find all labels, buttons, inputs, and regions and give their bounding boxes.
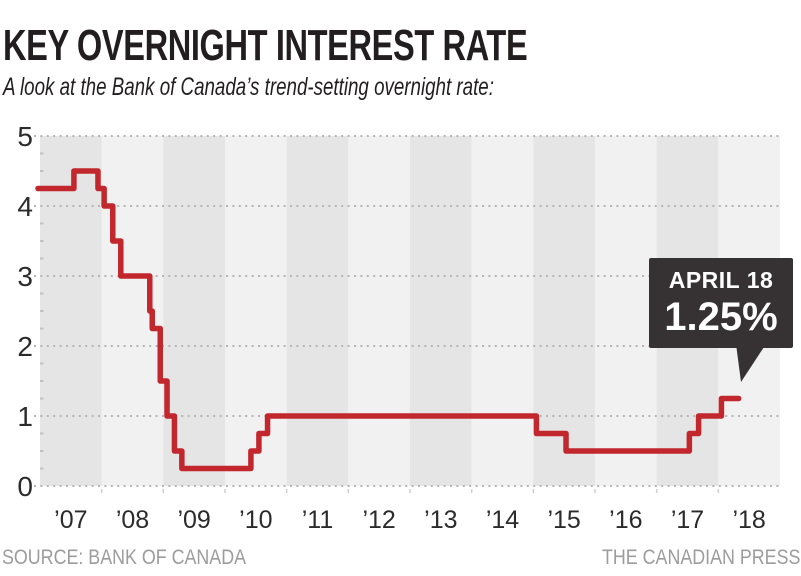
x-axis-label: ’13 [424, 506, 457, 534]
page-subtitle: A look at the Bank of Canada’s trend-set… [3, 73, 494, 101]
source-credit: SOURCE: BANK OF CANADA [2, 546, 247, 569]
y-axis-labels: 0 1 2 3 4 5 [17, 121, 33, 502]
year-band [533, 136, 595, 486]
y-axis-minor-ticks [40, 152, 44, 470]
x-axis-label: ’12 [362, 506, 395, 534]
callout-rate-value: 1.25% [664, 294, 778, 339]
year-band [225, 136, 287, 486]
year-band [40, 136, 102, 486]
callout-tail [736, 344, 766, 382]
x-axis-label: ’07 [54, 506, 87, 534]
x-axis-label: ’14 [486, 506, 519, 534]
x-axis-label: ’11 [302, 506, 334, 534]
x-axis-label: ’08 [116, 506, 149, 534]
year-band [595, 136, 657, 486]
x-axis-label: ’18 [732, 506, 765, 534]
year-band [348, 136, 410, 486]
y-axis-label: 0 [17, 471, 33, 502]
x-axis-label: ’16 [609, 506, 642, 534]
y-axis-label: 4 [17, 191, 33, 222]
y-axis-label: 5 [17, 121, 33, 152]
x-axis-label: ’17 [671, 506, 704, 534]
x-axis-labels: ’07 ’08 ’09 ’10 ’11 ’12 ’13 ’14 ’15 ’16 ’17 ’18 [54, 506, 766, 534]
press-credit: THE CANADIAN PRESS [601, 546, 800, 569]
y-axis-label: 3 [17, 261, 33, 292]
year-band [471, 136, 534, 486]
callout-tail-shape [736, 344, 766, 382]
x-axis-label: ’09 [177, 506, 210, 534]
rate-callout: APRIL 18 1.25% [649, 258, 793, 348]
year-bands [40, 136, 780, 486]
rate-line-path [35, 168, 742, 472]
x-axis-label: ’15 [547, 506, 580, 534]
year-band [410, 136, 472, 486]
callout-date-label: APRIL 18 [668, 267, 774, 294]
rate-step-line [35, 168, 742, 472]
y-axis-label: 2 [17, 331, 33, 362]
year-band [286, 136, 349, 486]
x-axis-boundary-ticks [100, 489, 720, 493]
x-axis-label: ’10 [239, 506, 272, 534]
page-title: KEY OVERNIGHT INTEREST RATE [3, 21, 528, 70]
y-axis-label: 1 [17, 401, 33, 432]
